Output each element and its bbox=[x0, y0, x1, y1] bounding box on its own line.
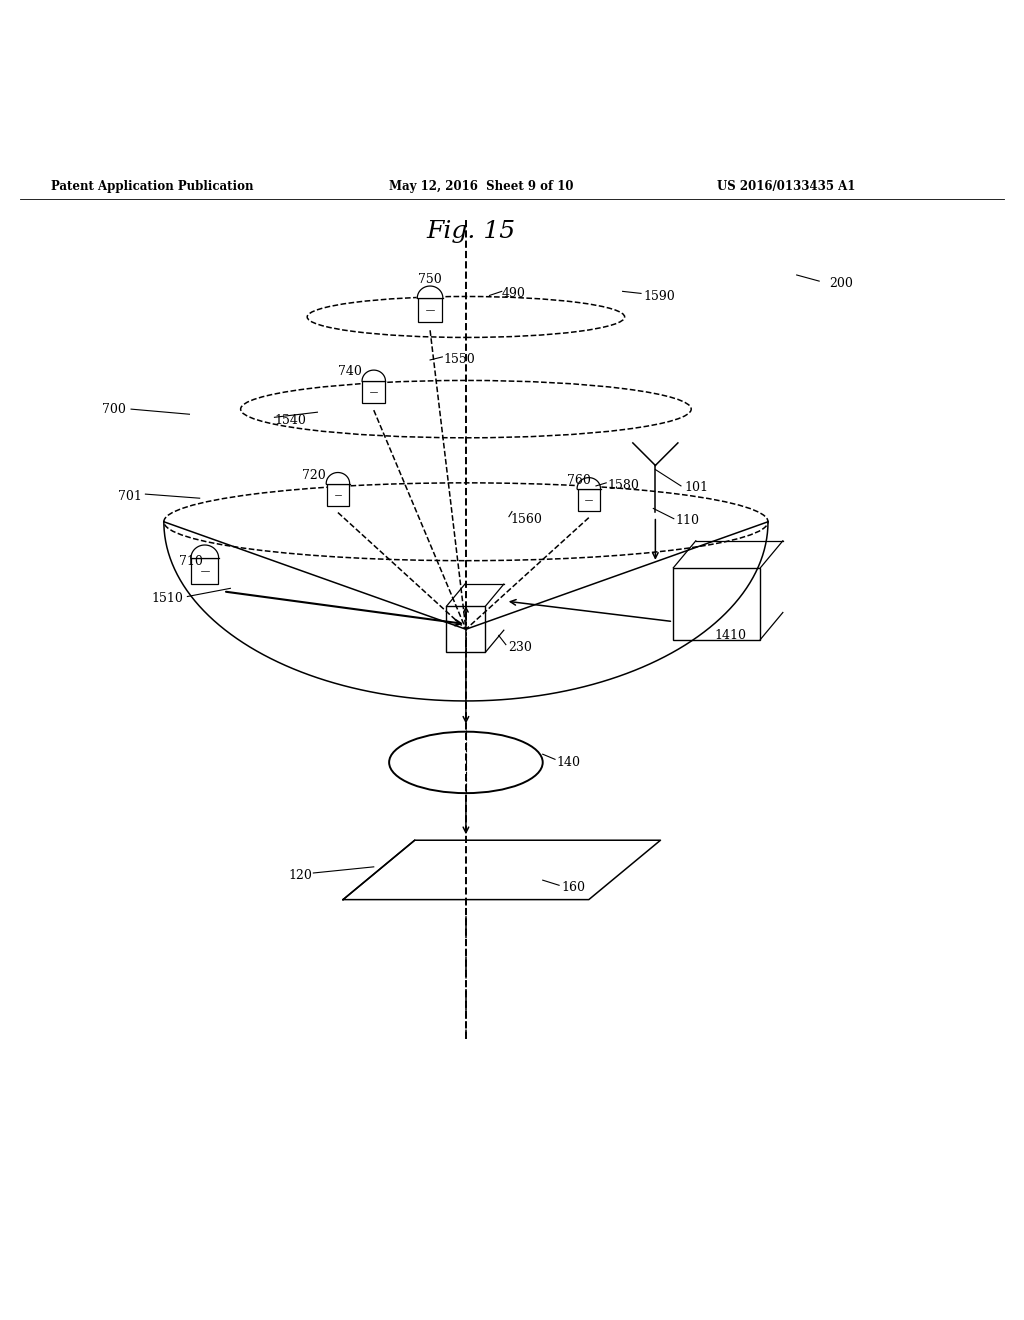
Polygon shape bbox=[418, 298, 442, 322]
Text: 200: 200 bbox=[829, 277, 853, 289]
Text: Patent Application Publication: Patent Application Publication bbox=[51, 181, 254, 194]
Text: 140: 140 bbox=[556, 756, 580, 768]
Text: 740: 740 bbox=[338, 364, 361, 378]
Polygon shape bbox=[578, 478, 600, 488]
Text: 701: 701 bbox=[118, 490, 141, 503]
Text: 110: 110 bbox=[676, 515, 699, 527]
Text: May 12, 2016  Sheet 9 of 10: May 12, 2016 Sheet 9 of 10 bbox=[389, 181, 573, 194]
Polygon shape bbox=[362, 370, 385, 381]
Text: 101: 101 bbox=[684, 482, 708, 495]
Text: 1560: 1560 bbox=[510, 513, 542, 527]
Text: 1580: 1580 bbox=[607, 479, 639, 492]
Text: 1550: 1550 bbox=[443, 354, 475, 367]
Polygon shape bbox=[327, 483, 349, 506]
Text: 760: 760 bbox=[567, 474, 591, 487]
Text: 490: 490 bbox=[502, 286, 525, 300]
Text: 120: 120 bbox=[289, 869, 312, 882]
Polygon shape bbox=[446, 606, 485, 652]
Polygon shape bbox=[191, 558, 218, 585]
Polygon shape bbox=[190, 545, 219, 558]
Text: 720: 720 bbox=[302, 469, 326, 482]
Text: 1590: 1590 bbox=[643, 290, 675, 304]
Text: Fig. 15: Fig. 15 bbox=[426, 220, 516, 243]
Text: 750: 750 bbox=[418, 272, 441, 285]
Polygon shape bbox=[418, 286, 442, 298]
Text: 160: 160 bbox=[561, 880, 585, 894]
Polygon shape bbox=[327, 473, 349, 483]
Text: US 2016/0133435 A1: US 2016/0133435 A1 bbox=[717, 181, 855, 194]
Polygon shape bbox=[578, 488, 600, 511]
Text: 1540: 1540 bbox=[274, 414, 306, 426]
Text: 710: 710 bbox=[179, 556, 203, 568]
Text: 230: 230 bbox=[508, 642, 531, 655]
Text: 1410: 1410 bbox=[715, 628, 746, 642]
Text: 1510: 1510 bbox=[152, 593, 183, 605]
Text: 700: 700 bbox=[102, 403, 126, 416]
Polygon shape bbox=[362, 381, 385, 403]
Polygon shape bbox=[674, 568, 760, 639]
